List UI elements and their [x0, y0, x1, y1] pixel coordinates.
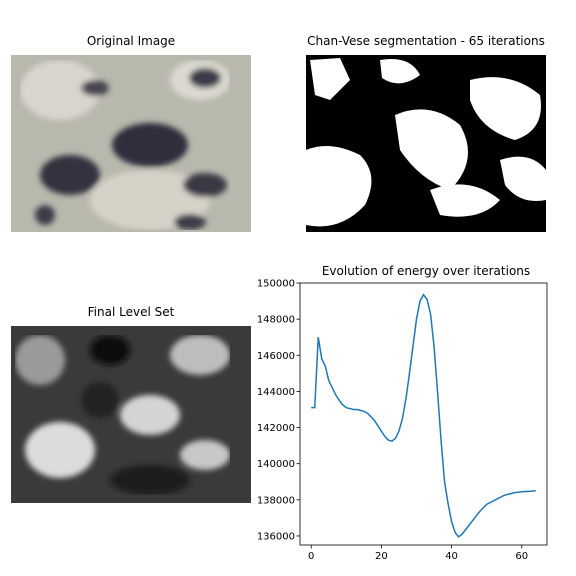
line-chart: 136000 138000 140000 142000 144000 146000 1480…	[257, 279, 548, 562]
x-tick-label: 40	[445, 551, 458, 562]
x-tick-label: 60	[515, 551, 528, 562]
y-tick-label: 140000	[257, 459, 295, 470]
panel-title: Original Image	[87, 34, 175, 48]
panel-title: Final Level Set	[88, 305, 175, 319]
x-tick-label: 20	[375, 551, 388, 562]
x-tick-label: 0	[308, 551, 314, 562]
y-tick-label: 148000	[257, 315, 295, 326]
segmentation-image	[306, 55, 546, 232]
level-set-image	[11, 326, 251, 503]
y-tick-label: 142000	[257, 423, 295, 434]
plot-frame	[299, 282, 548, 546]
y-tick-label: 150000	[257, 279, 295, 290]
line-series	[311, 293, 536, 538]
chart-title: Evolution of energy over iterations	[322, 264, 530, 278]
y-tick-label: 144000	[257, 387, 295, 398]
y-tick-label: 138000	[257, 495, 295, 506]
y-tick-label: 136000	[257, 531, 295, 542]
original-image	[11, 55, 251, 232]
panel-title: Chan-Vese segmentation - 65 iterations	[307, 34, 545, 48]
y-tick-label: 146000	[257, 351, 295, 362]
